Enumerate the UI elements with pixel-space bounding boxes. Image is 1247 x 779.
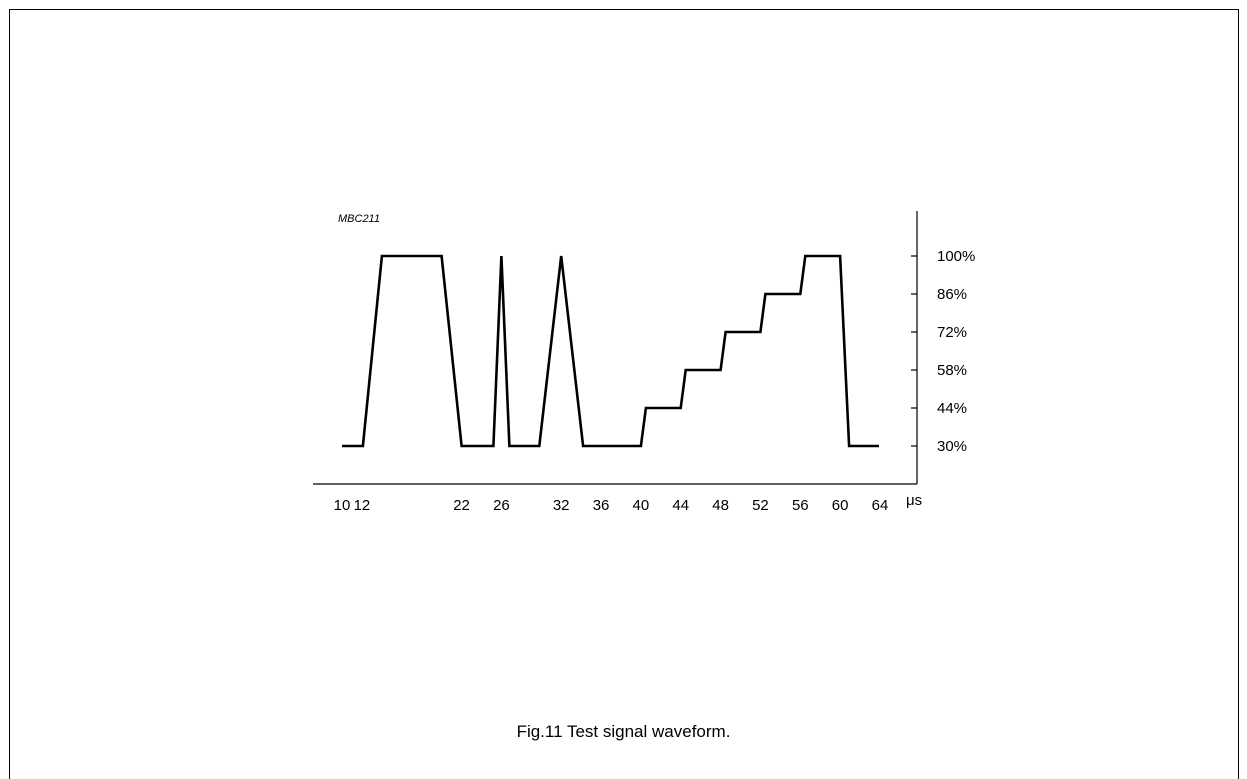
x-tick-label: 52 bbox=[752, 497, 769, 514]
x-tick-group: 10 12 22 26 32 36 40 44 48 52 56 60 64 bbox=[334, 497, 889, 514]
x-tick-label: 10 bbox=[334, 497, 351, 514]
y-tick-label: 100% bbox=[937, 248, 975, 265]
figure-caption: Fig.11 Test signal waveform. bbox=[516, 722, 731, 741]
y-tick-label: 72% bbox=[937, 324, 967, 341]
x-tick-label: 32 bbox=[553, 497, 570, 514]
figure-frame bbox=[9, 9, 1239, 779]
figure-code: MBC211 bbox=[338, 213, 380, 225]
x-tick-label: 44 bbox=[672, 497, 689, 514]
x-tick-label: 36 bbox=[593, 497, 610, 514]
x-tick-label: 64 bbox=[872, 497, 889, 514]
y-tick-label: 30% bbox=[937, 438, 967, 455]
y-tick-label: 44% bbox=[937, 400, 967, 417]
x-unit-label: μs bbox=[906, 492, 922, 509]
x-tick-label: 12 bbox=[354, 497, 371, 514]
x-tick-label: 56 bbox=[792, 497, 809, 514]
x-tick-label: 40 bbox=[633, 497, 650, 514]
waveform-line bbox=[342, 254, 879, 448]
x-tick-label: 60 bbox=[832, 497, 849, 514]
y-tick-label: 86% bbox=[937, 286, 967, 303]
y-tick-group: 30% 44% 58% 72% 86% 100% bbox=[911, 248, 975, 455]
x-tick-label: 26 bbox=[493, 497, 510, 514]
x-tick-label: 22 bbox=[453, 497, 470, 514]
x-tick-label: 48 bbox=[712, 497, 729, 514]
y-tick-label: 58% bbox=[937, 362, 967, 379]
